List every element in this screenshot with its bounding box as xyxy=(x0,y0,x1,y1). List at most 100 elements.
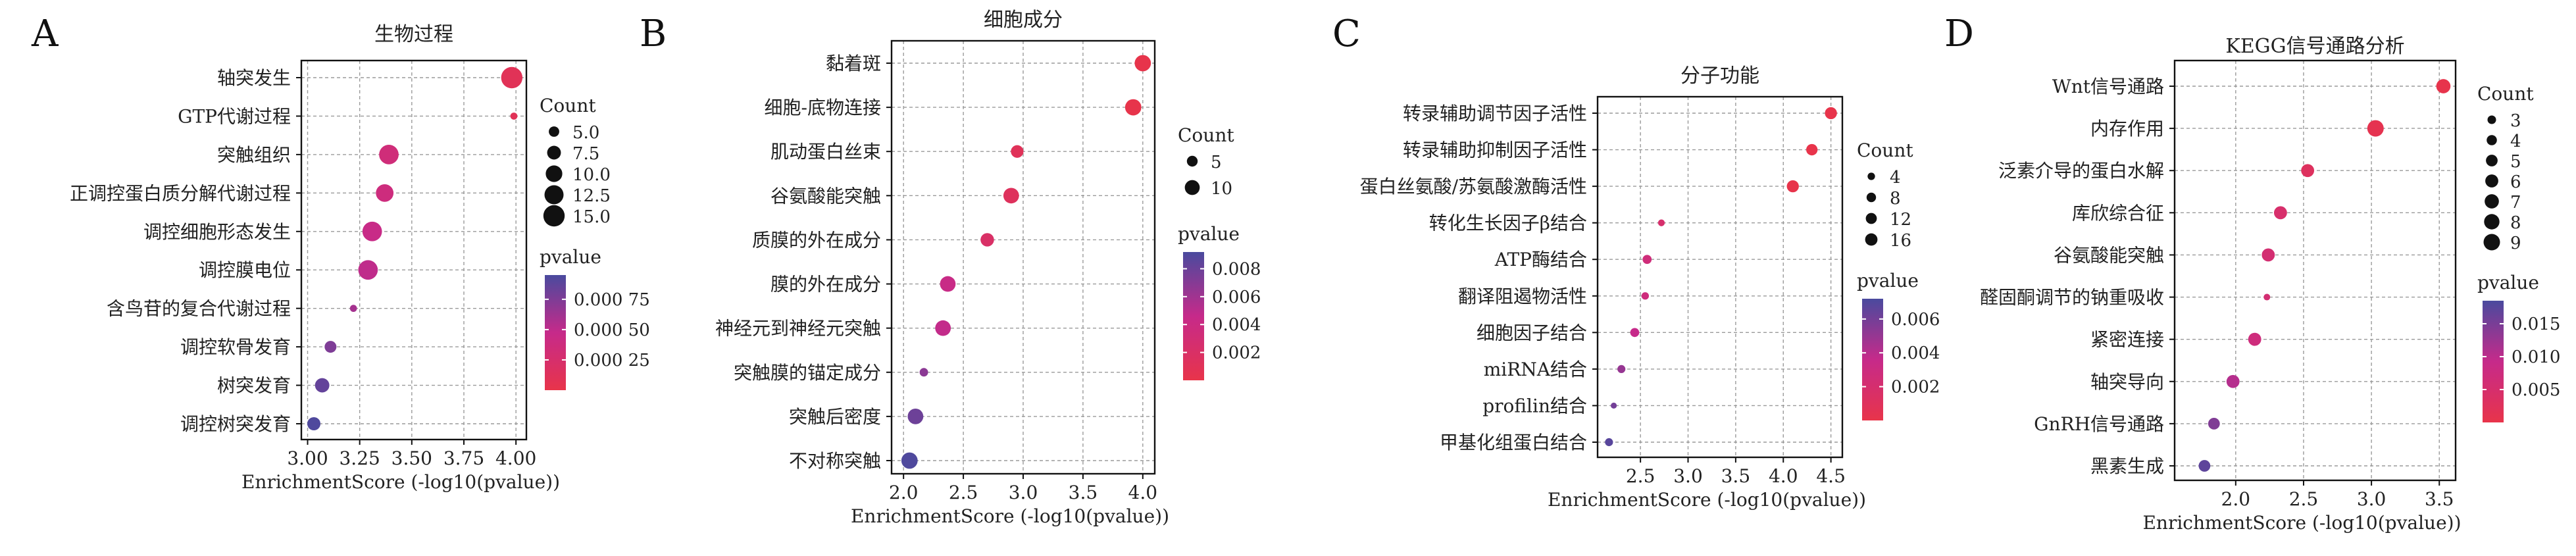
color-legend-label: 0.002 xyxy=(1891,378,1940,397)
size-legend: Count 5.07.510.012.515.0 xyxy=(540,95,611,227)
size-legend-label: 4 xyxy=(2510,132,2521,151)
size-legend: Count 5 10 xyxy=(1178,124,1234,199)
size-legend-label: 8 xyxy=(2510,213,2521,233)
chart-title: KEGG信号通路分析 xyxy=(2225,35,2404,58)
data-point xyxy=(901,452,918,469)
y-tick-label: 突触膜的锚定成分 xyxy=(734,362,881,384)
y-tick-label: 调控细胞形态发生 xyxy=(143,221,291,243)
panel-b: B 细胞成分黏着斑细胞-底物连接肌动蛋白丝束谷氨酸能突触质膜的外在成分膜的外在成分… xyxy=(640,9,1261,527)
size-legend-label: 4 xyxy=(1890,168,1901,188)
data-point xyxy=(2273,206,2287,220)
x-axis-label: EnrichmentScore (-log10(pvalue)) xyxy=(1548,489,1866,511)
data-point xyxy=(907,409,924,424)
chart-title: 生物过程 xyxy=(374,23,453,46)
size-legend-dot xyxy=(543,205,565,227)
data-point xyxy=(510,113,518,120)
size-legend-dot xyxy=(1865,233,1878,246)
size-legend-label: 9 xyxy=(2510,234,2521,253)
y-tick-label: ATP酶结合 xyxy=(1494,249,1587,270)
color-legend-title: pvalue xyxy=(1857,270,1919,291)
color-legend-bar xyxy=(1862,299,1883,420)
y-tick-label: 轴突导向 xyxy=(2090,371,2164,393)
size-legend-dot xyxy=(1184,180,1200,195)
x-tick-label: 3.25 xyxy=(339,447,380,469)
x-tick-label: 4.5 xyxy=(1816,465,1846,487)
size-legend-label: 5 xyxy=(1211,153,1222,172)
color-legend-label: 0.015 xyxy=(2512,315,2560,334)
panel-d: D KEGG信号通路分析 Wnt信号通路内存作用泛素介导的蛋白水解库欣综合征谷氨酸能… xyxy=(1944,13,2560,534)
data-point xyxy=(349,305,357,313)
x-axis-label: EnrichmentScore (-log10(pvalue)) xyxy=(2142,512,2461,534)
data-point xyxy=(1011,145,1024,158)
x-tick-label: 2.5 xyxy=(2289,488,2319,510)
data-point xyxy=(324,341,337,353)
y-tick-label: 膜的外在成分 xyxy=(770,274,881,295)
x-tick-label: 3.5 xyxy=(1069,482,1098,503)
size-legend-label: 8 xyxy=(1890,189,1901,209)
data-point xyxy=(980,233,994,247)
size-legend-label: 16 xyxy=(1890,231,1911,251)
x-tick-label: 4.0 xyxy=(1769,465,1798,487)
x-axis-label: EnrichmentScore (-log10(pvalue)) xyxy=(241,471,560,493)
data-point xyxy=(1641,292,1650,300)
color-legend-label: 0.006 xyxy=(1891,310,1940,330)
color-legend: pvalue 0.008 0.006 0.004 0.002 xyxy=(1178,223,1261,380)
size-legend-label: 5.0 xyxy=(572,123,599,143)
data-point xyxy=(376,184,394,202)
size-legend-dot xyxy=(549,126,559,137)
data-point xyxy=(379,145,399,164)
data-point xyxy=(940,276,956,292)
x-axis-label: EnrichmentScore (-log10(pvalue)) xyxy=(851,505,1169,527)
color-legend-label: 0.002 xyxy=(1212,343,1261,363)
x-tick-label: 3.0 xyxy=(1673,465,1703,487)
color-legend-label: 0.004 xyxy=(1212,315,1261,335)
data-point xyxy=(1124,99,1142,116)
y-tick-label: GTP代谢过程 xyxy=(178,105,291,127)
data-point xyxy=(935,320,951,336)
y-tick-label: 突触组织 xyxy=(217,144,291,166)
y-tick-label: 转录辅助调节因子活性 xyxy=(1403,103,1587,124)
y-tick-label: 蛋白丝氨酸/苏氨酸激酶活性 xyxy=(1360,176,1587,197)
data-point xyxy=(1657,219,1665,226)
size-legend-dot xyxy=(1865,213,1877,224)
x-tick-label: 2.0 xyxy=(2221,488,2251,510)
data-point xyxy=(307,417,320,430)
panel-c: C 分子功能转录辅助调节因子活性转录辅助抑制因子活性蛋白丝氨酸/苏氨酸激酶活性转化… xyxy=(1332,13,1940,511)
color-legend-label: 0.000 25 xyxy=(574,351,650,370)
y-tick-label: 细胞-底物连接 xyxy=(765,97,881,118)
y-tick-label: 黏着斑 xyxy=(826,53,881,74)
x-tick-label: 2.0 xyxy=(889,482,919,503)
size-legend-label: 7.5 xyxy=(572,144,599,164)
size-legend-title: Count xyxy=(1178,124,1234,146)
y-tick-label: 泛素介导的蛋白水解 xyxy=(1998,160,2164,182)
y-tick-label: 质膜的外在成分 xyxy=(752,229,881,251)
panel-letter: D xyxy=(1944,13,1974,55)
size-legend-dot xyxy=(547,145,561,160)
data-point xyxy=(2248,332,2261,346)
size-legend-label: 3 xyxy=(2510,111,2521,131)
color-legend-title: pvalue xyxy=(1178,223,1240,245)
y-tick-label: 神经元到神经元突触 xyxy=(715,318,881,340)
y-tick-label: 突触后密度 xyxy=(789,406,881,428)
data-point xyxy=(362,221,382,241)
y-tick-label: 库欣综合征 xyxy=(2072,202,2164,224)
size-legend-title: Count xyxy=(1857,139,1913,161)
size-legend-dot xyxy=(1866,192,1877,203)
size-legend-dot xyxy=(2487,115,2496,124)
size-legend-dot xyxy=(2483,234,2500,251)
x-tick-label: 4.00 xyxy=(495,447,536,469)
size-legend-title: Count xyxy=(540,95,596,116)
size-legend-dot xyxy=(544,185,564,205)
data-point xyxy=(2263,293,2271,301)
y-tick-label: 谷氨酸能突触 xyxy=(2054,244,2164,266)
y-tick-label: 翻译阻遏物活性 xyxy=(1458,286,1587,307)
data-point xyxy=(501,66,523,89)
data-point xyxy=(2226,374,2240,388)
data-point xyxy=(2261,248,2275,262)
x-tick-label: 3.0 xyxy=(1009,482,1038,503)
plot-frame xyxy=(300,59,528,441)
size-legend-dot xyxy=(2487,135,2497,145)
size-legend-dot xyxy=(1186,155,1198,167)
x-tick-label: 3.50 xyxy=(391,447,432,469)
